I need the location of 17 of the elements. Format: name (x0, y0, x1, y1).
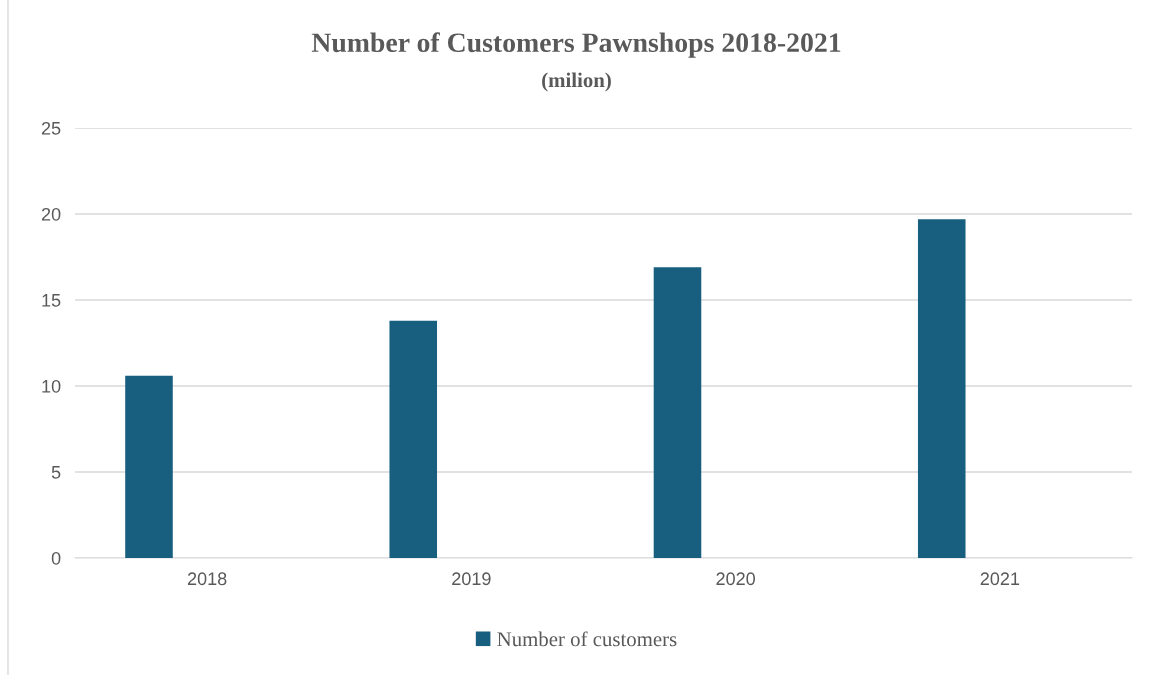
y-tick-label: 5 (51, 466, 61, 479)
x-tick-label: 2020 (716, 572, 755, 586)
y-tick-label: 10 (42, 379, 61, 393)
bar (389, 320, 438, 558)
bar (653, 267, 702, 558)
y-tick-label: 20 (41, 207, 61, 221)
y-tick-label: 0 (51, 551, 61, 565)
chart-title: Number of Customers Pawnshops 2018-2021 (311, 32, 841, 58)
bar (125, 375, 173, 558)
chart-subtitle: (milion) (542, 72, 611, 92)
x-tick-label: 2018 (187, 572, 227, 586)
x-tick-label: 2021 (980, 572, 1020, 586)
bar (917, 219, 966, 558)
legend-label: Number of customers (497, 631, 677, 647)
y-tick-label: 15 (42, 294, 61, 307)
x-tick-label: 2019 (452, 572, 491, 586)
y-tick-label: 25 (41, 121, 61, 135)
